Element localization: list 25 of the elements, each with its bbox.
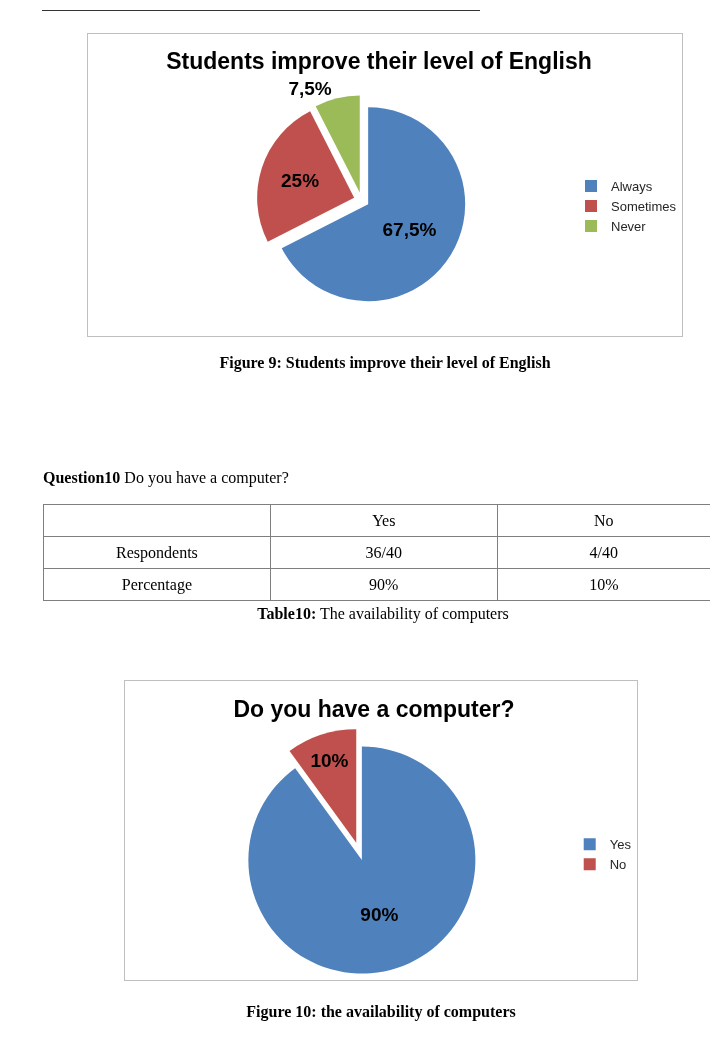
- data-label: 7,5%: [288, 77, 332, 99]
- text: 90%: [369, 575, 399, 593]
- caption: Figure 9: Students improve their level of English: [218, 353, 552, 373]
- legend-label: Always: [611, 179, 653, 195]
- category-label: No: [497, 504, 710, 537]
- legend-label: No: [609, 857, 627, 873]
- legend-label: Yes: [609, 837, 632, 853]
- legend-label: Never: [611, 218, 647, 234]
- text: 36/40: [365, 543, 402, 561]
- category-label: Percentage: [121, 575, 193, 593]
- chart-title: Do you have a computer?: [233, 696, 515, 723]
- text: Do you have a computer?: [124, 469, 289, 486]
- legend-label: Sometimes: [611, 199, 677, 215]
- caption: Table10: The availability of computers: [256, 604, 510, 624]
- category-label: Yes: [270, 504, 498, 537]
- caption: Figure 10: the availability of computers: [245, 1002, 517, 1022]
- chart-title: Students improve their level of English: [166, 48, 592, 75]
- data-label: 67,5%: [382, 219, 437, 240]
- text: 4/40: [589, 543, 619, 561]
- text: 10%: [589, 575, 619, 593]
- data-label: 90%: [360, 903, 399, 925]
- category-label: Respondents: [116, 543, 198, 561]
- data-label: 10%: [310, 749, 349, 771]
- data-label: 25%: [281, 169, 320, 191]
- text: Question10: [43, 469, 121, 486]
